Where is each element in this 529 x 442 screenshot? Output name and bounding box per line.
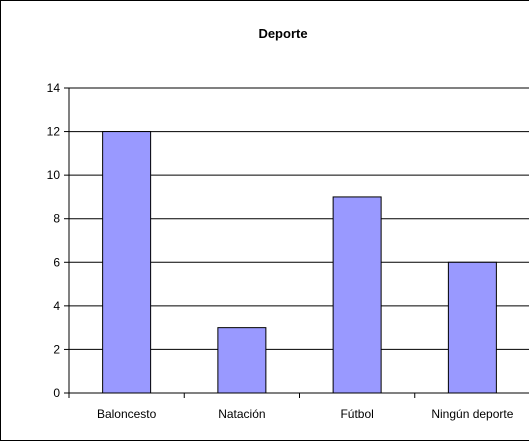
y-tick-label: 4 [53,299,60,313]
bar-3 [332,196,382,394]
bars [102,131,497,394]
y-tick-label: 6 [53,255,60,269]
y-tick-label: 0 [53,386,60,400]
axes [64,87,529,398]
x-tick-labels: Baloncesto Natación Fútbol Ningún deporte [97,407,514,421]
x-tick-label: Fútbol [340,407,373,421]
x-tick-label: Natación [218,407,265,421]
y-tick-label: 12 [47,125,61,139]
y-tick-label: 14 [47,81,61,95]
y-tick-label: 2 [53,342,60,356]
chart-title: Deporte [258,26,307,41]
bar-1 [102,131,152,394]
y-tick-label: 10 [47,168,61,182]
bar-4 [447,261,497,394]
y-tick-label: 8 [53,212,60,226]
y-tick-labels: 0 2 4 6 8 10 12 14 [47,81,61,400]
x-tick-label: Baloncesto [97,407,157,421]
x-tick-label: Ningún deporte [431,407,513,421]
bar-2 [217,327,267,394]
